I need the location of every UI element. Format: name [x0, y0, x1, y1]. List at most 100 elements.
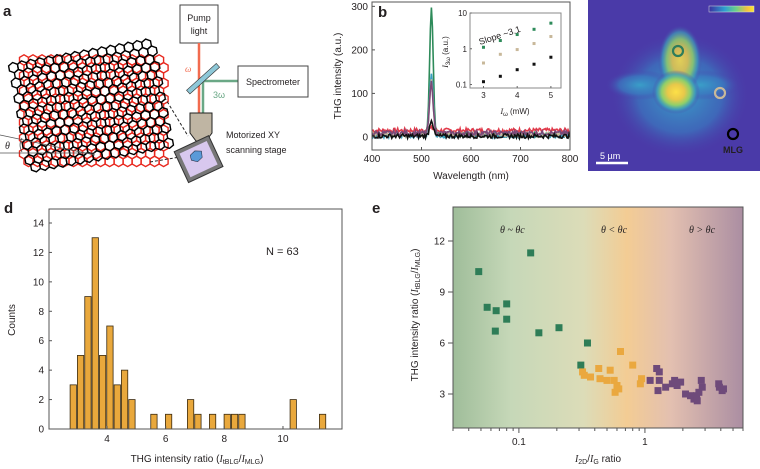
histogram-bar — [84, 296, 92, 430]
histogram-bar — [77, 355, 85, 430]
scatter-point-series-1 — [587, 373, 595, 381]
histogram-bar — [194, 413, 202, 430]
scatter-point-series-1 — [615, 385, 623, 393]
x-tick-label: 800 — [562, 154, 579, 165]
hexagon — [65, 154, 77, 167]
inset-point-black — [532, 62, 536, 66]
panel-label-b: b — [378, 4, 387, 21]
hexagon — [74, 152, 86, 165]
scatter-chart: 0.1 1 3 6 9 12 θ ~ θc θ < θc θ > θc I2D/IG ra… — [410, 206, 744, 466]
x-tick-label: 6 — [163, 434, 169, 445]
inset-point-green — [515, 33, 519, 37]
y-tick-label: 2 — [38, 395, 44, 406]
inset-point-green — [532, 27, 536, 31]
angle-line-top — [0, 134, 96, 156]
scatter-point-series-1 — [610, 376, 618, 384]
lattice-layer — [7, 38, 175, 173]
tblg-marker-green — [671, 44, 685, 58]
spectrometer-label: Spectrometer — [246, 77, 300, 87]
x-tick-label: 0.1 — [512, 437, 526, 448]
y-axis-label: Counts — [7, 304, 18, 336]
thg-spectrum-chart: 400 500 600 700 800 0 100 200 300 Wavelength (nm… — [333, 1, 579, 182]
hexagon — [10, 77, 22, 89]
inset-x-label: Iω (mW) — [499, 107, 529, 118]
x-axis-label: I2D/IG ratio — [574, 454, 622, 466]
scatter-point-series-0 — [492, 307, 500, 315]
inset-point-tan — [515, 48, 519, 52]
scatter-point-series-2 — [655, 376, 663, 384]
three-omega-label: 3ω — [213, 90, 225, 100]
scatter-point-series-2 — [682, 390, 690, 398]
scatter-point-series-0 — [577, 361, 585, 369]
y-axis-label: THG intensity (a.u.) — [333, 33, 344, 120]
panel-label-a: a — [3, 3, 12, 20]
zoom-line-top — [161, 92, 189, 137]
region-label-below-critical: θ < θc — [601, 225, 628, 236]
y-tick-label: 200 — [351, 45, 368, 56]
inset-point-black — [549, 55, 553, 59]
inset-x-tick-label: 4 — [515, 91, 520, 100]
scatter-point-series-0 — [583, 339, 591, 347]
x-axis-label: THG intensity ratio (ItBLG/IMLG) — [131, 454, 264, 466]
panel-label-e: e — [372, 200, 380, 217]
spectrometer-box — [237, 65, 309, 98]
scale-bar-label: 5 µm — [600, 151, 620, 161]
scatter-point-series-2 — [695, 388, 703, 396]
tblg-marker-tan — [713, 86, 727, 100]
y-tick-label: 3 — [439, 390, 445, 401]
lattice-layer — [18, 53, 169, 168]
dichroic-mirror — [186, 63, 221, 95]
scatter-point-series-1 — [629, 361, 637, 369]
y-tick-label: 6 — [439, 339, 445, 350]
mlg-label: MLG — [723, 145, 743, 155]
hexagon — [158, 155, 169, 168]
scatter-point-series-2 — [671, 376, 679, 384]
hexagon — [162, 137, 175, 150]
scatter-point-series-0 — [475, 268, 483, 276]
scatter-point-series-2 — [662, 383, 670, 391]
histogram-bar — [319, 413, 327, 430]
y-tick-label: 12 — [33, 248, 45, 259]
scatter-point-series-1 — [638, 375, 646, 383]
histogram-bar — [69, 384, 77, 430]
scatter-point-series-0 — [535, 329, 543, 337]
scatter-point-series-1 — [617, 348, 625, 355]
scatter-point-series-2 — [673, 382, 681, 389]
scatter-point-series-0 — [483, 303, 491, 311]
inset-point-green — [549, 21, 553, 25]
inset-y-label: I3ω (a.u.) — [441, 36, 452, 69]
scatter-point-series-1 — [595, 365, 603, 372]
stage-label-2: scanning stage — [226, 145, 287, 155]
histogram-bar — [187, 399, 195, 430]
scatter-point-series-2 — [698, 383, 706, 391]
scatter-point-series-1 — [611, 388, 619, 396]
y-tick-label: 4 — [38, 366, 44, 377]
histogram-bar — [128, 399, 136, 430]
x-tick-label: 600 — [463, 154, 480, 165]
colorbar — [708, 5, 755, 13]
y-tick-label: 0 — [38, 425, 44, 436]
histogram-bar — [91, 237, 99, 430]
scanning-stage — [173, 134, 224, 184]
scatter-point-series-2 — [719, 385, 727, 393]
omega-label: ω — [185, 64, 191, 74]
inset-y-tick-label: 10 — [458, 9, 467, 18]
inset-point-tan — [532, 42, 536, 46]
x-tick-label: 8 — [222, 434, 228, 445]
x-tick-label: 4 — [104, 434, 110, 445]
inset-point-black — [515, 68, 519, 72]
histogram-bar — [231, 413, 239, 430]
x-tick-label: 1 — [642, 437, 648, 448]
setup-schematic: θ Pump light ω 3ω Spectrometer Motorized… — [0, 4, 309, 184]
scatter-point-series-2 — [654, 387, 662, 395]
scatter-point-series-1 — [603, 376, 611, 384]
panel-label-d: d — [4, 200, 13, 217]
x-tick-label: 400 — [364, 154, 381, 165]
y-tick-label: 0 — [362, 132, 368, 143]
histogram-bar — [289, 399, 297, 430]
inset-x-tick-label: 3 — [481, 91, 486, 100]
region-gradient — [453, 207, 743, 428]
hexagon — [29, 160, 42, 173]
inset-point-green — [481, 45, 485, 49]
y-tick-label: 8 — [38, 307, 44, 318]
